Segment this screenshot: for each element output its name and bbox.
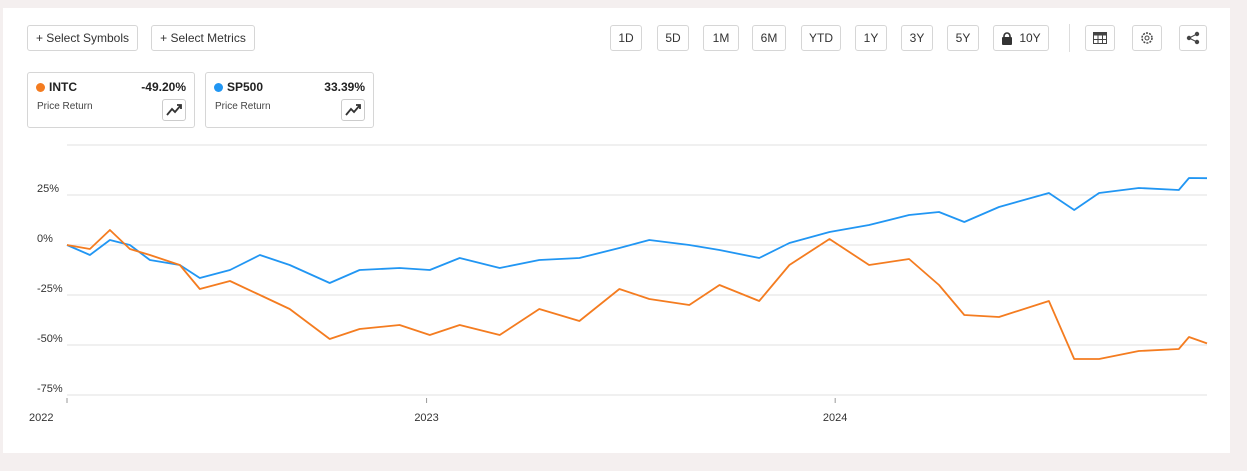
legend-metric: Price Return — [37, 101, 93, 112]
range-label: YTD — [809, 31, 833, 45]
y-tick-label: 0% — [37, 233, 53, 245]
x-tick-label: 2022 — [29, 412, 53, 424]
trend-icon — [341, 99, 365, 121]
divider — [1069, 24, 1070, 52]
legend-dot — [214, 83, 223, 92]
y-tick-label: -75% — [37, 383, 63, 395]
range-button[interactable]: 5Y — [947, 25, 979, 51]
legend-metric: Price Return — [215, 101, 271, 112]
range-button[interactable]: 10Y — [993, 25, 1049, 51]
range-label: 3Y — [909, 31, 925, 45]
legend-change: -49.20% — [141, 80, 186, 94]
range-button[interactable]: 1D — [610, 25, 642, 51]
y-tick-label: -25% — [37, 283, 63, 295]
legend-dot — [36, 83, 45, 92]
table-icon — [1093, 32, 1107, 44]
range-label: 1Y — [863, 31, 879, 45]
share-icon — [1186, 31, 1200, 45]
y-tick-label: 25% — [37, 183, 59, 195]
range-button[interactable]: YTD — [801, 25, 841, 51]
series-line — [66, 177, 1208, 284]
range-label: 5Y — [955, 31, 971, 45]
range-button[interactable]: 6M — [752, 25, 786, 51]
select-symbols[interactable]: + Select Symbols — [27, 25, 138, 51]
range-button[interactable]: 1Y — [855, 25, 887, 51]
settings-icon — [1141, 32, 1153, 44]
settings-button[interactable] — [1132, 25, 1162, 51]
range-button[interactable]: 5D — [657, 25, 689, 51]
range-label: 1M — [712, 31, 730, 45]
legend-name: INTC — [49, 80, 77, 94]
trend-icon — [162, 99, 186, 121]
legend-card[interactable]: SP500 33.39% Price Return — [205, 72, 374, 128]
x-tick-label: 2024 — [823, 412, 847, 424]
table-button[interactable] — [1085, 25, 1115, 51]
share-button[interactable] — [1179, 25, 1207, 51]
legend-change: 33.39% — [324, 80, 365, 94]
range-label: 6M — [760, 31, 778, 45]
y-tick-label: -50% — [37, 333, 63, 345]
lock-icon — [1002, 31, 1013, 45]
select-metrics[interactable]: + Select Metrics — [151, 25, 255, 51]
range-button[interactable]: 1M — [703, 25, 739, 51]
legend-name: SP500 — [227, 80, 264, 94]
range-button[interactable]: 3Y — [901, 25, 933, 51]
range-label: 10Y — [1019, 31, 1041, 45]
legend-card[interactable]: INTC -49.20% Price Return — [27, 72, 195, 128]
series-line — [66, 229, 1208, 360]
x-tick-label: 2023 — [414, 412, 438, 424]
range-label: 1D — [618, 31, 634, 45]
range-label: 5D — [665, 31, 681, 45]
